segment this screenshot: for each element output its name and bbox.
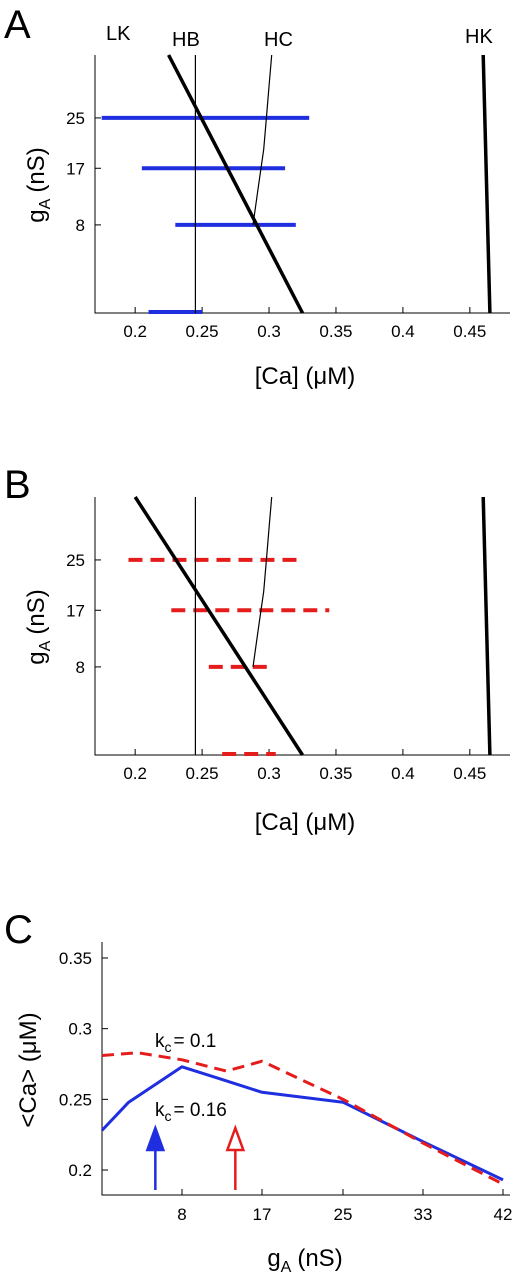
panel-b-curve-lk (133, 496, 304, 756)
kc-label-01-value: = 0.1 (174, 1031, 217, 1052)
panel-a-x-tick-label-0.3: 0.3 (257, 322, 281, 341)
panel-b-x-tick-label-0.4: 0.4 (391, 764, 415, 783)
panel-b-curves (133, 496, 492, 756)
panel-a-y-label-main: g (23, 209, 50, 222)
panel-a-x-tick-label-0.25: 0.25 (186, 322, 219, 341)
panel-a-axes (94, 55, 510, 314)
panel-b-y-label-main: g (23, 651, 50, 664)
panel-c-arrows (145, 1124, 246, 1190)
panel-b-bars (128, 557, 330, 756)
panel-a-bars (101, 115, 310, 314)
panel-c-letter: C (4, 908, 33, 952)
panel-a-y-ticks: 25 17 8 (66, 109, 101, 235)
panel-c-x-label-main: g (267, 1245, 280, 1272)
panel-a-x-tick-label-0.4: 0.4 (391, 322, 415, 341)
kc-label-01-main: k (155, 1031, 165, 1052)
panel-c-y-tick-label-0.2: 0.2 (68, 1161, 92, 1180)
panel-c-x-tick-label-8: 8 (177, 1205, 186, 1224)
panel-a-y-label: gA (nS) (23, 147, 54, 222)
kc-label-016-main: k (155, 1100, 165, 1121)
panel-a-y-label-sub: A (37, 198, 54, 209)
panel-b-axes (94, 497, 510, 756)
panel-c-axes (101, 942, 510, 1196)
panel-c-x-tick-label-25: 25 (334, 1205, 353, 1224)
panel-c-y-tick-label-0.3: 0.3 (68, 1020, 92, 1039)
panel-c-x-tick-label-33: 33 (414, 1205, 433, 1224)
kc-label-01-sub: c (165, 1039, 172, 1055)
panel-b-x-tick-label-0.2: 0.2 (123, 764, 147, 783)
panel-a-curve-lk (167, 54, 305, 314)
panel-b-y-tick-label-17: 17 (66, 601, 85, 620)
panel-b-x-tick-label-0.3: 0.3 (257, 764, 281, 783)
panel-a-x-tick-label-0.35: 0.35 (319, 322, 352, 341)
panel-c-x-tick-label-17: 17 (253, 1205, 272, 1224)
kc-label-016-sub: c (165, 1108, 172, 1124)
panel-a-y-label-unit: (nS) (23, 147, 50, 192)
panel-c-x-label-unit: (nS) (297, 1245, 342, 1272)
panel-c-y-ticks: 0.35 0.3 0.25 0.2 (59, 949, 108, 1180)
panel-b-x-label: [Ca] (μM) (255, 809, 356, 836)
panel-c-arrow-head-2 (225, 1124, 246, 1152)
panel-c-x-tick-label-42: 42 (494, 1205, 513, 1224)
panel-c-y-tick-label-0.35: 0.35 (59, 949, 92, 968)
panel-a-curves (167, 54, 492, 314)
panel-b-y-label-sub: A (37, 640, 54, 651)
panel-c-y-tick-label-0.25: 0.25 (59, 1090, 92, 1109)
kc-label-016-value: = 0.16 (174, 1100, 227, 1121)
panel-b-y-tick-label-25: 25 (66, 551, 85, 570)
panel-a-letter: A (4, 3, 31, 47)
panel-a-x-label: [Ca] (μM) (255, 363, 356, 390)
panel-c-arrow-head-1 (145, 1124, 166, 1152)
panel-b-y-ticks: 25 17 8 (66, 551, 101, 677)
panel-a-curve-hk (481, 54, 492, 314)
panel-a-x-ticks: 0.2 0.25 0.3 0.35 0.4 0.45 (123, 307, 486, 341)
panel-b-x-tick-label-0.35: 0.35 (319, 764, 352, 783)
kc-label-01: kc = 0.1 (155, 1031, 216, 1055)
panel-c-y-label: <Ca> (μM) (15, 1012, 42, 1127)
panel-c-line-kc-016 (100, 1065, 504, 1182)
panel-a-y-tick-label-17: 17 (66, 159, 85, 178)
panel-c-line-kc-01 (101, 1051, 504, 1186)
panel-a-curve-hc (252, 54, 273, 225)
panel-b-curve-hk (481, 496, 492, 756)
panel-b-curve-hc (252, 496, 273, 667)
panel-b-letter: B (4, 463, 31, 507)
label-hc: HC (264, 29, 293, 51)
label-lk: LK (106, 23, 131, 45)
panel-c: C 0.350.30.250.2 8 17 25 33 42 kc = 0.1 kc = 0… (4, 908, 512, 1276)
label-hk: HK (465, 26, 493, 48)
panel-b-y-label-unit: (nS) (23, 589, 50, 634)
panel-b-x-tick-label-0.25: 0.25 (186, 764, 219, 783)
panel-a-x-tick-label-0.2: 0.2 (123, 322, 147, 341)
panel-b-y-label: gA (nS) (23, 589, 54, 664)
panel-c-x-label: gA (nS) (267, 1245, 342, 1276)
panel-a-y-tick-label-25: 25 (66, 109, 85, 128)
panel-a: A 25 17 8 0.2 0.25 0.3 0.35 0.4 0.45 LK HB HC H… (4, 3, 510, 390)
panel-b-x-ticks: 0.2 0.25 0.3 0.35 0.4 0.45 (123, 749, 486, 783)
panel-a-x-tick-label-0.45: 0.45 (453, 322, 486, 341)
panel-a-y-tick-label-8: 8 (76, 216, 85, 235)
panel-b-x-tick-label-0.45: 0.45 (453, 764, 486, 783)
panel-b-y-tick-label-8: 8 (76, 658, 85, 677)
panel-c-x-label-sub: A (281, 1259, 292, 1276)
panel-c-x-ticks: 8 17 25 33 42 (177, 1189, 512, 1224)
panel-c-lines (100, 1051, 504, 1186)
kc-label-016: kc = 0.16 (155, 1100, 227, 1124)
label-hb: HB (172, 29, 200, 51)
